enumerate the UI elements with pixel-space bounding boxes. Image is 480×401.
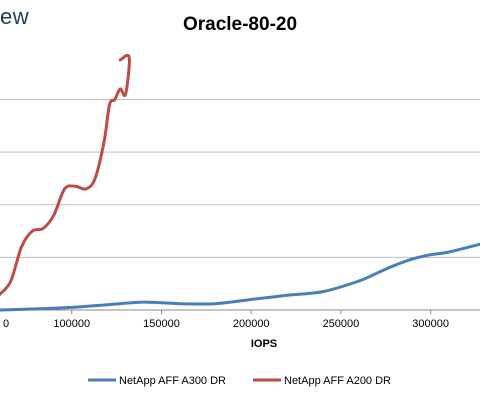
x-tick-label: 150000 (143, 318, 180, 330)
legend-label: NetApp AFF A300 DR (119, 375, 226, 387)
x-axis-ticks: 100000 150000 200000 250000 300000 0 (3, 310, 449, 330)
x-axis-title: IOPS (251, 338, 277, 350)
x-tick-label: 0 (3, 318, 9, 330)
gridlines (0, 98, 480, 258)
logo-text-fragment: ew (0, 4, 30, 29)
x-tick-label: 300000 (412, 318, 449, 330)
series-lines (0, 53, 480, 312)
series-line-a300 (0, 242, 480, 312)
series-line-a200 (0, 53, 131, 296)
legend-label: NetApp AFF A200 DR (284, 375, 391, 387)
chart-title: Oracle-80-20 (0, 14, 480, 36)
x-tick-label: 200000 (233, 318, 270, 330)
x-tick-label: 250000 (323, 318, 360, 330)
chart-title-text: Oracle-80-20 (182, 14, 298, 35)
legend: NetApp AFF A300 DR NetApp AFF A200 DR (88, 375, 391, 387)
x-tick-label: 100000 (53, 318, 90, 330)
